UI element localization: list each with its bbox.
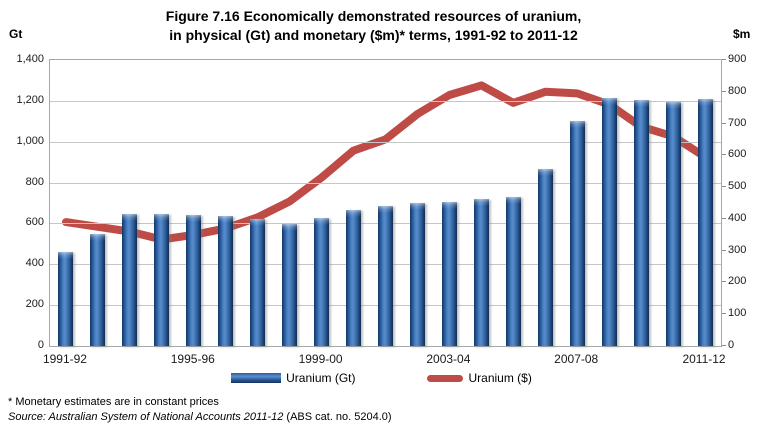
left-axis-unit-label: Gt xyxy=(9,27,23,41)
right-axis-tick-label: 100 xyxy=(728,307,747,320)
bar-uranium-gt xyxy=(378,206,393,346)
left-axis-tick-label: 400 xyxy=(25,257,44,270)
footnote-source: Source: Australian System of National Ac… xyxy=(8,411,392,423)
bar-uranium-gt xyxy=(346,210,362,346)
right-axis-tick-mark xyxy=(722,281,726,283)
right-axis-tick-mark xyxy=(722,313,726,315)
right-axis-tick-label: 900 xyxy=(728,53,747,65)
bar-uranium-gt xyxy=(441,201,457,346)
right-axis-tick-mark xyxy=(722,90,726,92)
right-axis-tick-label: 400 xyxy=(728,211,747,224)
x-axis-label: 2011-12 xyxy=(682,352,726,366)
right-axis-tick-mark xyxy=(722,186,726,188)
footnote-monetary-note: * Monetary estimates are in constant pri… xyxy=(8,396,219,408)
left-axis-tick-label: 0 xyxy=(37,339,44,351)
bar-uranium-gt xyxy=(633,99,649,346)
legend-line-label: Uranium ($) xyxy=(468,371,532,385)
right-axis-tick-mark xyxy=(722,59,726,60)
right-axis-tick-label: 600 xyxy=(728,148,747,161)
uranium-dollar-line-series xyxy=(62,81,709,244)
legend-bar-marker-icon xyxy=(231,373,282,383)
right-axis-tick-mark xyxy=(722,122,726,124)
legend-bar-label: Uranium (Gt) xyxy=(286,371,356,385)
x-axis-label: 1995-96 xyxy=(170,352,215,366)
x-axis-label: 2003-04 xyxy=(426,352,471,366)
legend-item-uranium-dollar: Uranium ($) xyxy=(427,371,532,385)
right-axis-tick-mark xyxy=(722,217,726,219)
bar-uranium-gt xyxy=(186,215,202,346)
chart-title-line2: in physical (Gt) and monetary ($m)* term… xyxy=(169,27,578,43)
x-axis-label: 1999-00 xyxy=(298,352,343,366)
bar-uranium-gt xyxy=(697,98,713,346)
legend-item-uranium-gt: Uranium (Gt) xyxy=(231,371,355,385)
bar-uranium-gt xyxy=(665,101,681,346)
bar-uranium-gt xyxy=(505,196,521,346)
gridline xyxy=(50,141,721,143)
plot-area xyxy=(49,59,722,347)
left-axis-tick-label: 200 xyxy=(25,298,44,311)
bar-uranium-gt xyxy=(282,224,298,346)
bar-uranium-gt xyxy=(409,203,425,346)
bar-uranium-gt xyxy=(154,214,170,346)
x-axis-label: 2007-08 xyxy=(554,352,599,366)
left-axis-tick-label: 1,000 xyxy=(16,134,44,147)
bar-uranium-gt xyxy=(601,97,617,346)
right-axis-tick-mark xyxy=(722,154,726,156)
right-axis-tick-label: 300 xyxy=(728,243,747,256)
left-axis-tick-label: 800 xyxy=(25,175,44,188)
gridline xyxy=(50,182,721,184)
right-axis-tick-label: 200 xyxy=(728,275,747,288)
legend: Uranium (Gt) Uranium ($) xyxy=(0,371,763,385)
left-axis-tick-label: 1,400 xyxy=(16,53,44,65)
uranium-dollar-line xyxy=(62,81,709,244)
x-axis-label: 1991-92 xyxy=(42,352,87,366)
bar-uranium-gt xyxy=(569,121,585,346)
chart-title-line1: Figure 7.16 Economically demonstrated re… xyxy=(165,8,582,24)
right-axis-tick-mark xyxy=(722,249,726,251)
bar-uranium-gt xyxy=(122,214,138,346)
right-axis-tick-mark xyxy=(722,345,726,346)
right-axis-tick-label: 800 xyxy=(728,84,747,97)
right-axis-tick-label: 500 xyxy=(728,180,747,193)
left-axis-tick-label: 600 xyxy=(25,216,44,229)
bar-uranium-gt xyxy=(314,218,330,346)
footnote-source-cat: (ABS cat. no. 5204.0) xyxy=(283,411,392,423)
bar-uranium-gt xyxy=(218,216,234,346)
bar-uranium-gt xyxy=(90,233,106,346)
bar-uranium-gt xyxy=(473,198,489,346)
legend-line-marker-icon xyxy=(427,374,464,382)
right-axis-tick-label: 700 xyxy=(728,116,747,129)
gridline xyxy=(50,100,721,102)
bar-uranium-gt xyxy=(250,219,266,346)
footnote-source-title: Source: Australian System of National Ac… xyxy=(8,411,284,423)
left-axis-tick-label: 1,200 xyxy=(16,93,44,106)
right-axis-tick-label: 0 xyxy=(728,339,735,351)
right-axis-unit-label: $m xyxy=(733,27,751,41)
bar-uranium-gt xyxy=(537,169,553,346)
bar-uranium-gt xyxy=(58,252,74,346)
